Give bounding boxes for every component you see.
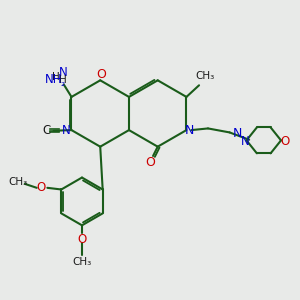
Text: H: H bbox=[52, 72, 59, 82]
Text: O: O bbox=[77, 233, 87, 246]
Text: CH₃: CH₃ bbox=[72, 257, 92, 267]
Text: ₂: ₂ bbox=[60, 78, 64, 88]
Text: N: N bbox=[241, 134, 249, 148]
Text: CH₃: CH₃ bbox=[195, 71, 214, 81]
Text: N: N bbox=[61, 124, 70, 137]
Text: N: N bbox=[233, 127, 242, 140]
Text: O: O bbox=[146, 156, 155, 169]
Text: O: O bbox=[96, 68, 106, 81]
Text: H: H bbox=[59, 75, 67, 85]
Text: C: C bbox=[43, 124, 51, 137]
Text: O: O bbox=[280, 134, 289, 148]
Text: NH: NH bbox=[44, 73, 62, 86]
Text: N: N bbox=[184, 124, 194, 137]
Text: N: N bbox=[59, 66, 68, 79]
Text: CH₃: CH₃ bbox=[8, 177, 28, 187]
Text: O: O bbox=[36, 181, 45, 194]
